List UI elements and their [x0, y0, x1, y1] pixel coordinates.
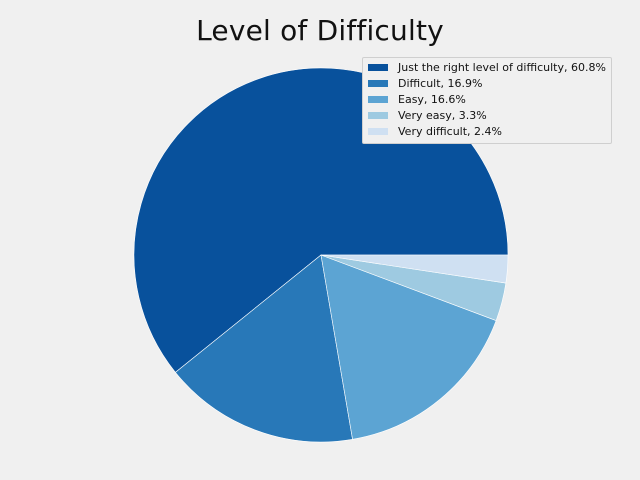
chart-title: Level of Difficulty	[196, 14, 444, 47]
legend-label: Very difficult, 2.4%	[398, 124, 502, 138]
legend-label: Difficult, 16.9%	[398, 77, 483, 91]
legend-label: Very easy, 3.3%	[398, 108, 487, 122]
legend-label: Just the right level of difficulty, 60.8…	[398, 61, 606, 75]
legend-item-1: Difficult, 16.9%	[363, 76, 611, 92]
legend-item-3: Very easy, 3.3%	[363, 107, 611, 123]
pie-slice-4	[320, 254, 509, 284]
pie-slice-1	[175, 254, 353, 443]
legend-swatch	[368, 64, 388, 72]
legend-item-4: Very difficult, 2.4%	[363, 123, 611, 139]
legend-swatch	[368, 95, 388, 103]
legend-swatch	[368, 111, 388, 119]
legend-item-0: Just the right level of difficulty, 60.8…	[363, 60, 611, 76]
legend-label: Easy, 16.6%	[398, 92, 466, 106]
pie-slice-0	[133, 67, 509, 373]
legend: Just the right level of difficulty, 60.8…	[362, 57, 612, 144]
legend-swatch	[368, 80, 388, 88]
legend-item-2: Easy, 16.6%	[363, 92, 611, 108]
legend-swatch	[368, 127, 388, 135]
pie-slice-2	[320, 254, 497, 440]
